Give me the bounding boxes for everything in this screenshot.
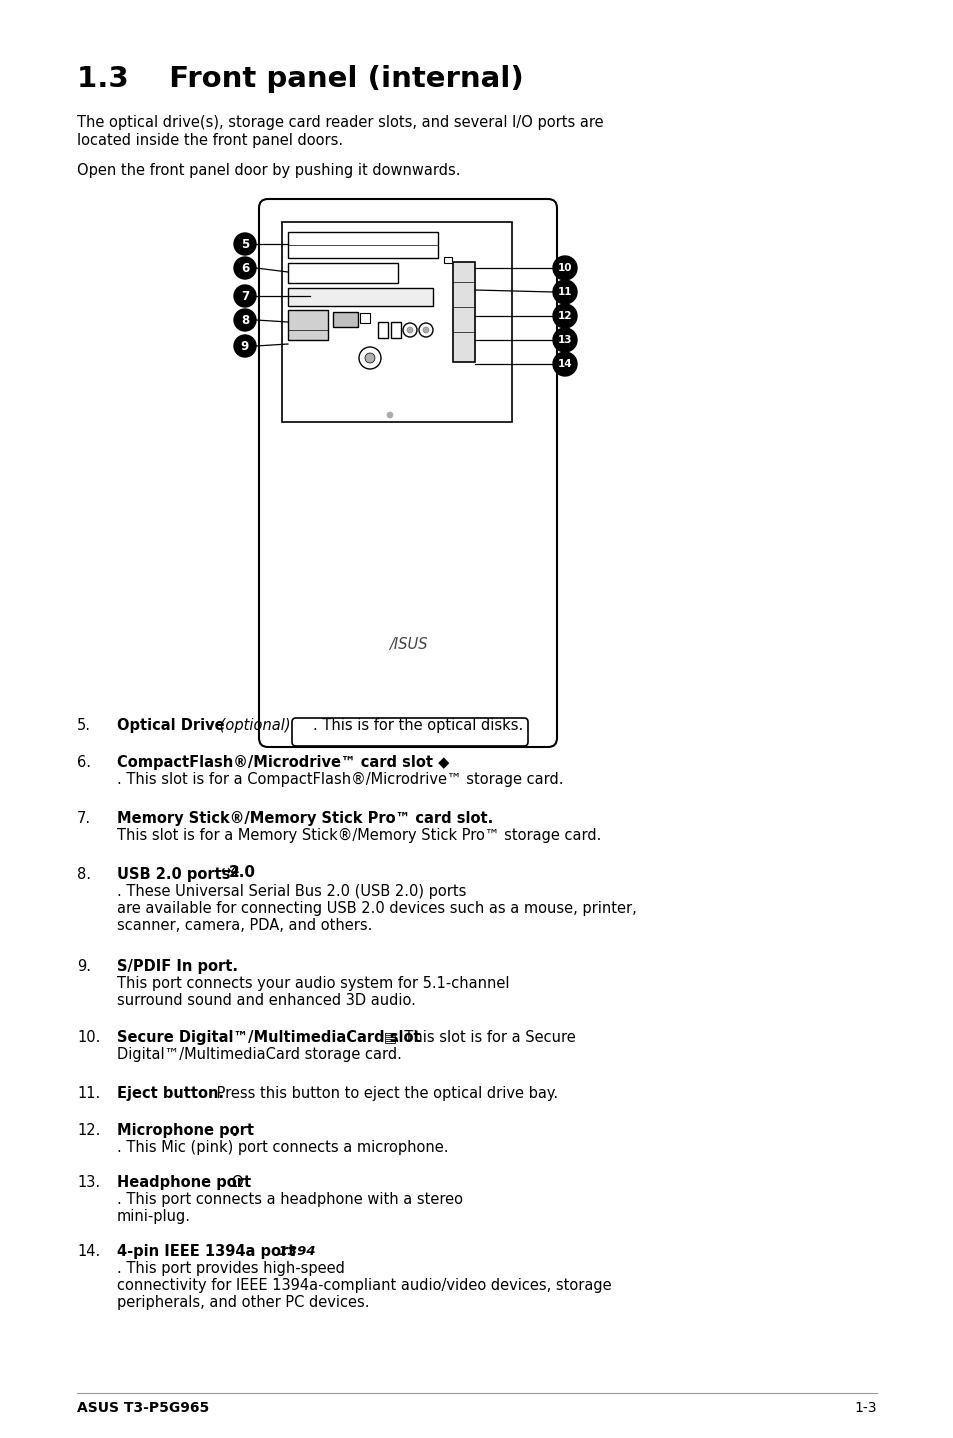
Bar — [288, 311, 328, 339]
Circle shape — [402, 324, 416, 336]
Text: 8: 8 — [240, 313, 249, 326]
Text: 11: 11 — [558, 288, 572, 298]
Circle shape — [553, 303, 577, 328]
Text: Microphone port: Microphone port — [117, 1123, 253, 1137]
Bar — [377, 322, 388, 338]
Text: Memory Stick®/Memory Stick Pro™ card slot.: Memory Stick®/Memory Stick Pro™ card slo… — [117, 811, 493, 825]
Circle shape — [233, 335, 255, 357]
Text: mini-plug.: mini-plug. — [117, 1209, 191, 1224]
Circle shape — [233, 285, 255, 306]
Text: (optional): (optional) — [214, 718, 291, 733]
Text: connectivity for IEEE 1394a-compliant audio/video devices, storage: connectivity for IEEE 1394a-compliant au… — [117, 1278, 611, 1293]
Text: Secure Digital™/MultimediaCard slot: Secure Digital™/MultimediaCard slot — [117, 1030, 420, 1045]
Text: . This port provides high-speed: . This port provides high-speed — [117, 1261, 345, 1276]
Text: 5.: 5. — [77, 718, 91, 733]
Text: . This slot is for a CompactFlash®/Microdrive™ storage card.: . This slot is for a CompactFlash®/Micro… — [117, 772, 563, 787]
Circle shape — [553, 280, 577, 303]
Text: /ISUS: /ISUS — [388, 637, 427, 653]
Text: 14: 14 — [558, 360, 572, 370]
Text: ♩: ♩ — [232, 1125, 238, 1139]
Text: 11.: 11. — [77, 1086, 100, 1102]
Text: 4-pin IEEE 1394a port: 4-pin IEEE 1394a port — [117, 1244, 295, 1260]
Text: 10.: 10. — [77, 1030, 100, 1045]
Circle shape — [553, 352, 577, 375]
FancyBboxPatch shape — [258, 198, 557, 746]
Text: Ω: Ω — [227, 1175, 243, 1191]
Bar — [288, 263, 397, 283]
Text: scanner, camera, PDA, and others.: scanner, camera, PDA, and others. — [117, 917, 372, 933]
Circle shape — [233, 257, 255, 279]
Circle shape — [233, 233, 255, 255]
Text: The optical drive(s), storage card reader slots, and several I/O ports are: The optical drive(s), storage card reade… — [77, 115, 603, 129]
Text: peripherals, and other PC devices.: peripherals, and other PC devices. — [117, 1296, 369, 1310]
Text: 12: 12 — [558, 311, 572, 321]
Circle shape — [553, 256, 577, 280]
Text: ▤: ▤ — [378, 1030, 396, 1044]
Bar — [282, 221, 512, 421]
Text: 6: 6 — [240, 262, 249, 275]
Text: 12.: 12. — [77, 1123, 100, 1137]
Text: 13: 13 — [558, 335, 572, 345]
Text: . This slot is for a Secure: . This slot is for a Secure — [395, 1030, 576, 1045]
Text: are available for connecting USB 2.0 devices such as a mouse, printer,: are available for connecting USB 2.0 dev… — [117, 902, 636, 916]
Bar — [453, 262, 475, 362]
Bar — [359, 313, 370, 324]
Text: 9.: 9. — [77, 959, 91, 974]
Text: 5: 5 — [240, 237, 249, 250]
Circle shape — [233, 309, 255, 331]
Bar — [391, 322, 400, 338]
Text: 1-3: 1-3 — [854, 1401, 876, 1415]
Text: . This is for the optical disks.: . This is for the optical disks. — [313, 718, 522, 733]
Text: 7: 7 — [241, 289, 249, 302]
Circle shape — [418, 324, 433, 336]
Text: 13.: 13. — [77, 1175, 100, 1191]
Text: Press this button to eject the optical drive bay.: Press this button to eject the optical d… — [212, 1086, 558, 1102]
Text: 6.: 6. — [77, 755, 91, 769]
Circle shape — [358, 347, 380, 370]
Text: This port connects your audio system for 5.1-channel: This port connects your audio system for… — [117, 976, 509, 991]
Text: . This port connects a headphone with a stereo: . This port connects a headphone with a … — [117, 1192, 462, 1206]
Text: Headphone port: Headphone port — [117, 1175, 251, 1191]
Text: 8.: 8. — [77, 867, 91, 881]
Circle shape — [387, 413, 393, 418]
FancyBboxPatch shape — [292, 718, 527, 746]
Text: 9: 9 — [240, 339, 249, 352]
Text: ↔4: ↔4 — [220, 866, 239, 879]
Bar — [288, 232, 437, 257]
Text: surround sound and enhanced 3D audio.: surround sound and enhanced 3D audio. — [117, 994, 416, 1008]
Text: 1394: 1394 — [274, 1245, 315, 1258]
Circle shape — [422, 326, 429, 334]
Text: Eject button.: Eject button. — [117, 1086, 224, 1102]
Text: 1.3    Front panel (internal): 1.3 Front panel (internal) — [77, 65, 523, 93]
Circle shape — [365, 352, 375, 362]
Text: . These Universal Serial Bus 2.0 (USB 2.0) ports: . These Universal Serial Bus 2.0 (USB 2.… — [117, 884, 466, 899]
Text: 7.: 7. — [77, 811, 91, 825]
Text: . This Mic (pink) port connects a microphone.: . This Mic (pink) port connects a microp… — [117, 1140, 448, 1155]
Bar — [333, 312, 357, 326]
Circle shape — [407, 326, 413, 334]
Text: This slot is for a Memory Stick®/Memory Stick Pro™ storage card.: This slot is for a Memory Stick®/Memory … — [117, 828, 600, 843]
Text: USB 2.0 ports: USB 2.0 ports — [117, 867, 231, 881]
Text: Digital™/MultimediaCard storage card.: Digital™/MultimediaCard storage card. — [117, 1047, 401, 1063]
Text: 14.: 14. — [77, 1244, 100, 1260]
Text: CompactFlash®/Microdrive™ card slot ◆: CompactFlash®/Microdrive™ card slot ◆ — [117, 755, 449, 769]
Bar — [288, 288, 433, 306]
Text: located inside the front panel doors.: located inside the front panel doors. — [77, 132, 343, 148]
Text: 10: 10 — [558, 263, 572, 273]
Bar — [443, 257, 452, 263]
Text: ASUS T3-P5G965: ASUS T3-P5G965 — [77, 1401, 209, 1415]
Text: S/PDIF In port.: S/PDIF In port. — [117, 959, 237, 974]
Text: Optical Drive: Optical Drive — [117, 718, 224, 733]
Circle shape — [553, 328, 577, 352]
Text: 2.0: 2.0 — [229, 866, 255, 880]
Text: Open the front panel door by pushing it downwards.: Open the front panel door by pushing it … — [77, 162, 460, 178]
